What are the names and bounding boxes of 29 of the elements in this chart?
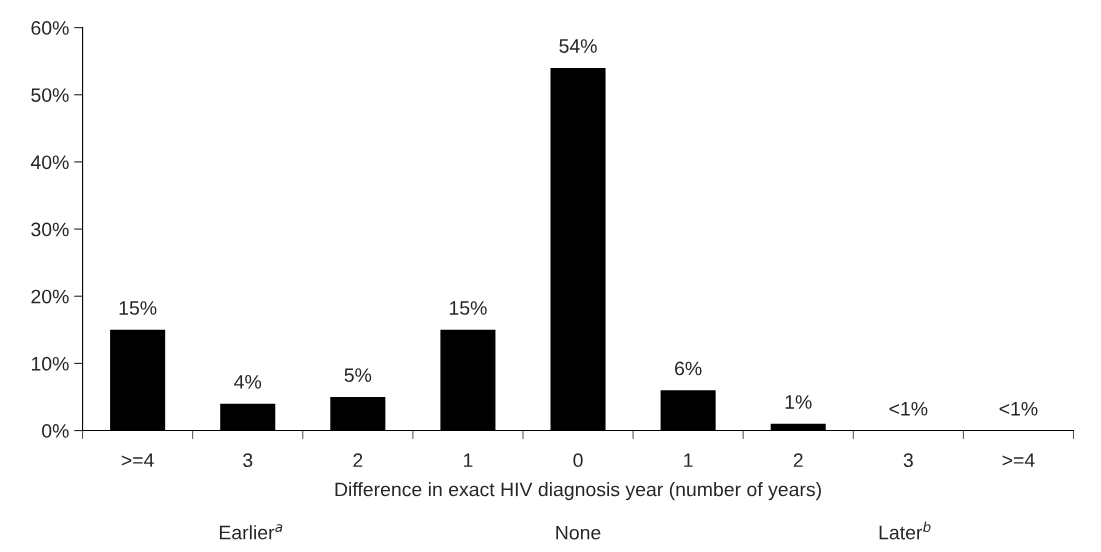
x-tick-label: 1: [464, 453, 473, 467]
data-label: 54%: [559, 39, 597, 53]
y-tick-label: 20%: [31, 289, 69, 304]
y-tick-label: 60%: [31, 21, 69, 35]
y-tick-label: 10%: [31, 356, 69, 371]
data-label: <1%: [889, 401, 928, 416]
data-label: 1%: [785, 395, 812, 409]
y-tick-label: 50%: [31, 88, 69, 102]
text: Earlier$^{a}$: [219, 524, 283, 540]
y-tick-label: 30%: [31, 222, 69, 237]
text: Later$^{b}$: [879, 521, 931, 540]
y-tick-label: 40%: [30, 155, 69, 170]
x-tick-label: 3: [243, 453, 253, 468]
text: None: [556, 525, 601, 540]
x-tick-label: 2: [793, 453, 803, 467]
x-tick-label: >=4: [1002, 453, 1035, 467]
data-label: 5%: [344, 368, 372, 383]
x-tick-label: 0: [573, 453, 583, 468]
x-tick-label: 1: [684, 453, 693, 467]
data-label: 15%: [449, 301, 487, 315]
data-label: <1%: [999, 401, 1038, 416]
data-label: 6%: [675, 361, 702, 376]
x-tick-label: 3: [903, 453, 913, 468]
y-tick-label: 0%: [42, 424, 69, 438]
data-label: 15%: [119, 301, 157, 315]
x-axis-title: Difference in exact HIV diagnosis year (number of years): [335, 482, 821, 501]
x-tick-label: 2: [353, 453, 363, 467]
x-tick-label: >=4: [121, 453, 154, 467]
data-label: 4%: [234, 375, 262, 389]
